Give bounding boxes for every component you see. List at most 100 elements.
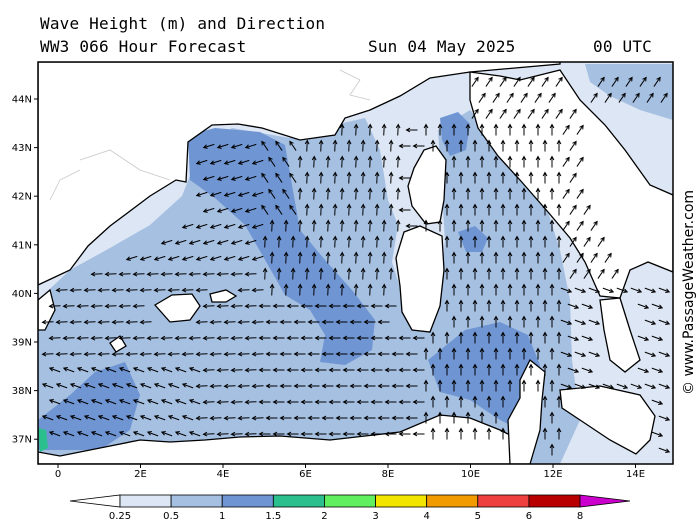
lat-label: 38N — [12, 386, 32, 397]
wave-arrow — [549, 155, 555, 168]
wave-arrow — [567, 303, 580, 309]
wave-arrow — [644, 351, 657, 357]
wave-arrow — [268, 188, 276, 199]
wave-arrow — [356, 335, 369, 341]
wave-arrow — [258, 303, 271, 309]
wave-arrow — [90, 303, 103, 309]
wave-arrow — [55, 415, 68, 421]
wave-arrow — [507, 219, 513, 232]
wave-arrow — [251, 319, 264, 325]
land-spain-south — [38, 288, 56, 331]
wave-arrow — [69, 319, 82, 325]
land-italy — [469, 69, 673, 299]
wave-arrow — [374, 203, 380, 216]
wave-arrow — [569, 140, 577, 151]
wave-arrow — [244, 399, 257, 405]
wave-arrow — [269, 251, 275, 264]
wave-arrow — [556, 427, 562, 440]
wave-arrow — [167, 255, 180, 261]
wave-arrow — [304, 203, 310, 216]
wave-arrow — [458, 395, 464, 408]
wave-arrow — [556, 299, 562, 312]
wave-arrow — [325, 283, 331, 296]
wave-arrow — [541, 76, 549, 87]
wave-arrow — [282, 188, 290, 199]
wave-arrow — [395, 123, 401, 136]
wave-arrow — [332, 235, 338, 248]
wave-arrow — [342, 431, 355, 437]
wave-arrow — [658, 351, 671, 357]
wave-arrow — [588, 351, 601, 357]
wave-arrow — [230, 335, 243, 341]
wave-arrow — [237, 351, 250, 357]
wave-arrow — [500, 267, 506, 280]
wave-arrow — [630, 287, 643, 293]
wave-arrow — [160, 239, 173, 245]
wave-arrow — [367, 219, 373, 232]
wave-arrow — [458, 331, 464, 344]
wave-arrow — [535, 219, 541, 232]
wave-arrow — [188, 399, 201, 405]
colorbar-label: 3 — [372, 511, 378, 522]
land-tunisia — [507, 358, 546, 464]
wave-arrow — [658, 287, 671, 293]
wave-arrow — [125, 319, 138, 325]
wave-arrow — [535, 315, 541, 328]
wave-arrow — [69, 351, 82, 357]
wave-arrow — [314, 399, 327, 405]
wave-arrow — [146, 335, 159, 341]
wave-arrow — [398, 143, 411, 149]
wave-arrow — [311, 283, 317, 296]
wave-arrow — [367, 187, 373, 200]
wave-arrow — [527, 76, 535, 87]
wave-arrow — [499, 108, 507, 119]
wave-arrow — [465, 219, 471, 232]
wave-arrow — [328, 367, 341, 373]
wave-arrow — [153, 383, 166, 389]
colorbar-segment — [477, 494, 530, 508]
wave-arrow — [209, 351, 222, 357]
wave-arrow — [521, 251, 527, 264]
wave-arrow — [230, 207, 243, 213]
wave-arrow — [237, 223, 250, 229]
wave-arrow — [651, 303, 664, 309]
wave-arrow — [444, 395, 450, 408]
wave-arrow — [444, 139, 450, 152]
wave-arrow — [346, 139, 352, 152]
wave-arrow — [300, 367, 313, 373]
wave-arrow — [311, 251, 317, 264]
wave-arrow — [574, 383, 587, 389]
wave-arrow — [339, 187, 345, 200]
wave-arrow — [574, 287, 587, 293]
wave-arrow — [458, 235, 464, 248]
wave-arrow — [258, 335, 271, 341]
wave-arrow — [458, 139, 464, 152]
wave-arrow — [549, 219, 555, 232]
wave-arrow — [174, 399, 187, 405]
wave-arrow — [216, 367, 229, 373]
wave-arrow — [616, 383, 629, 389]
colorbar-segment — [221, 494, 274, 508]
wave-arrow — [465, 251, 471, 264]
wave-arrow — [465, 315, 471, 328]
wave-arrow — [283, 251, 289, 264]
wave-arrow — [493, 347, 499, 360]
wave-arrow — [384, 367, 397, 373]
wave-arrow — [521, 315, 527, 328]
wave-arrow — [244, 207, 257, 213]
wave-arrow — [346, 235, 352, 248]
wave-arrow — [395, 187, 401, 200]
wave-arrow — [377, 351, 390, 357]
colorbar-segment — [272, 494, 325, 508]
wave-arrow — [542, 235, 548, 248]
wave-arrow — [314, 367, 327, 373]
wave-arrow — [230, 175, 243, 181]
wave-arrow — [174, 367, 187, 373]
wave-arrow — [237, 255, 250, 261]
wave-arrow — [521, 379, 527, 392]
wave-arrow — [472, 235, 478, 248]
wave-arrow — [423, 123, 429, 136]
wave-arrow — [289, 140, 297, 151]
wave-arrow — [265, 383, 278, 389]
wave-arrow — [588, 319, 601, 325]
